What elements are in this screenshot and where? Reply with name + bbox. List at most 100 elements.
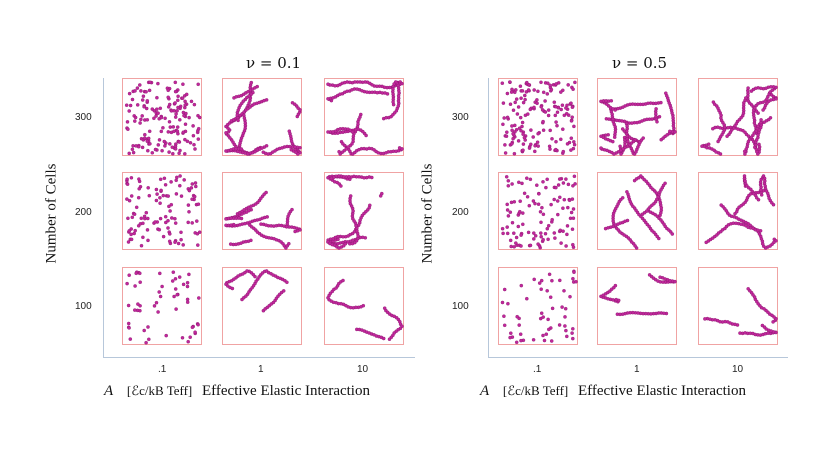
cell-dot: [133, 89, 137, 93]
cell-dot: [554, 120, 558, 124]
cell-dot: [539, 231, 543, 235]
cell-dot: [506, 184, 511, 188]
cell-dot: [142, 136, 147, 140]
cell-dot: [521, 211, 525, 215]
cell-dot: [516, 224, 521, 229]
snapshot-frame: [122, 172, 202, 250]
cell-dot: [546, 237, 550, 242]
snapshot-frame: [324, 172, 404, 250]
cell-dot: [559, 90, 563, 94]
cell-dot: [511, 108, 516, 112]
cell-dot: [181, 243, 185, 247]
cell-dot: [158, 177, 163, 182]
cell-dot: [640, 212, 645, 216]
cell-dot: [158, 106, 163, 111]
cell-dot: [176, 131, 180, 136]
cell-dot: [569, 148, 573, 152]
cell-dot: [564, 106, 568, 110]
snapshot-frame: [222, 267, 302, 345]
cell-dot: [153, 220, 157, 224]
cell-dot: [533, 234, 538, 238]
cell-dot: [559, 241, 563, 245]
cell-dot: [505, 202, 509, 207]
cell-dot: [175, 109, 179, 113]
cell-dot: [565, 232, 569, 237]
cell-dot: [532, 237, 536, 241]
cell-dot: [132, 212, 137, 216]
cell-dot: [517, 323, 521, 327]
cell-dot: [166, 194, 170, 198]
cell-dot: [173, 277, 178, 281]
cell-dot: [512, 200, 517, 204]
cell-dot: [746, 86, 750, 90]
cell-dot: [126, 216, 130, 221]
cell-dot: [516, 105, 521, 109]
cell-dot: [545, 226, 550, 231]
cell-dot: [174, 307, 178, 311]
cell-dot: [549, 339, 554, 343]
cell-dot: [532, 88, 536, 92]
cell-dot: [518, 115, 523, 120]
cell-dot: [557, 323, 562, 327]
cell-dot: [190, 197, 194, 201]
cell-dot: [158, 196, 162, 200]
cell-dot: [540, 108, 545, 112]
cell-dot: [154, 114, 158, 118]
cell-dot: [125, 197, 129, 201]
cell-dot: [142, 214, 147, 219]
cell-dot: [528, 177, 533, 182]
cell-dot: [185, 300, 190, 304]
cell-dot: [603, 226, 608, 231]
cell-dot: [552, 231, 557, 235]
cell-dot: [131, 150, 136, 155]
cell-dot: [573, 182, 577, 186]
x-axis-label: A [ℰc/kB Teff] Effective Elastic Interac…: [104, 383, 370, 400]
cell-dot: [502, 323, 507, 328]
cell-dot: [571, 276, 575, 281]
cell-dot: [718, 152, 723, 156]
cell-dot: [567, 198, 572, 203]
cell-dot: [541, 128, 546, 132]
cell-dot: [193, 181, 198, 185]
cell-dot: [191, 133, 196, 138]
cell-dot: [163, 214, 168, 219]
cell-dot: [167, 204, 171, 209]
cell-dot: [548, 128, 552, 133]
cell-dot: [548, 147, 552, 151]
cell-dot: [542, 338, 547, 343]
cell-dot: [564, 328, 568, 333]
cell-dot: [565, 224, 570, 228]
cell-dot: [514, 241, 518, 245]
cell-dot: [609, 99, 614, 103]
cell-dot: [519, 233, 523, 237]
cell-dot: [385, 92, 390, 96]
cell-dot: [502, 287, 507, 292]
cell-dot: [187, 115, 191, 120]
cell-dot: [520, 181, 524, 186]
cell-dot: [188, 335, 192, 339]
cell-dot: [559, 137, 563, 142]
cell-dot: [155, 107, 159, 111]
cell-dot: [539, 105, 543, 109]
cell-dot: [181, 130, 186, 134]
panel-title: ν = 0.1: [246, 54, 302, 72]
cell-dot: [514, 340, 519, 345]
cell-dot: [184, 92, 189, 97]
cell-dot: [177, 140, 182, 144]
cell-dot: [130, 147, 135, 152]
cell-dot: [126, 240, 131, 244]
cell-dot: [670, 232, 675, 236]
cell-dot: [513, 123, 517, 128]
cell-dot: [167, 102, 172, 107]
cell-dot: [548, 83, 552, 88]
cell-dot: [134, 271, 138, 276]
cell-dot: [158, 216, 163, 221]
cell-dot: [159, 115, 164, 120]
cell-dot: [185, 280, 190, 285]
cell-dot: [561, 181, 566, 185]
cell-dot: [655, 120, 659, 124]
cell-dot: [153, 147, 158, 152]
cell-dot: [541, 333, 545, 338]
cell-dot: [565, 334, 569, 339]
cell-dot: [545, 289, 549, 293]
